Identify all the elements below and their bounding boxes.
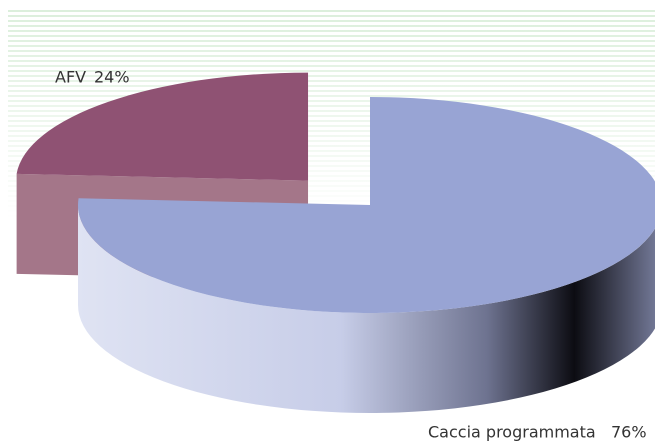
category-label: Caccia programmata <box>428 423 596 442</box>
slice-top <box>78 97 655 313</box>
label-afv: AFV 24% <box>55 68 130 87</box>
slice-side <box>78 205 655 413</box>
category-label: AFV <box>55 68 86 87</box>
slice-top <box>16 72 309 181</box>
value-label: 76% <box>611 423 647 442</box>
pie <box>16 72 655 413</box>
value-label: 24% <box>94 68 130 87</box>
label-caccia: Caccia programmata 76% <box>428 423 647 442</box>
